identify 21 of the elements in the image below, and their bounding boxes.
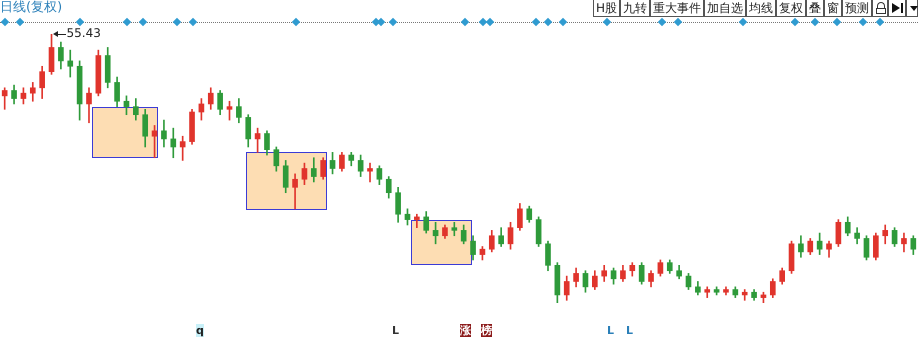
text: 榜: [481, 324, 492, 337]
text: 窗: [824, 0, 842, 17]
candlestick: [292, 174, 298, 210]
text: L: [607, 324, 614, 337]
text: H股: [592, 0, 620, 17]
text: 预测: [842, 0, 872, 17]
candlestick: [152, 125, 158, 158]
text: 叠: [806, 0, 824, 17]
annotation: 55.43: [66, 26, 101, 40]
chart-title: 日线(复权): [0, 0, 62, 16]
candlestick: [226, 100, 232, 120]
text: L: [392, 324, 400, 337]
text: 涨: [460, 324, 471, 337]
candlestick: [367, 162, 373, 182]
text: 重大事件: [650, 0, 704, 17]
text: 复权: [776, 0, 806, 17]
text: q: [196, 324, 204, 337]
text: 加自选: [704, 0, 746, 17]
text: 九转: [620, 0, 650, 17]
text: L: [626, 324, 634, 337]
text: 均线: [746, 0, 776, 17]
